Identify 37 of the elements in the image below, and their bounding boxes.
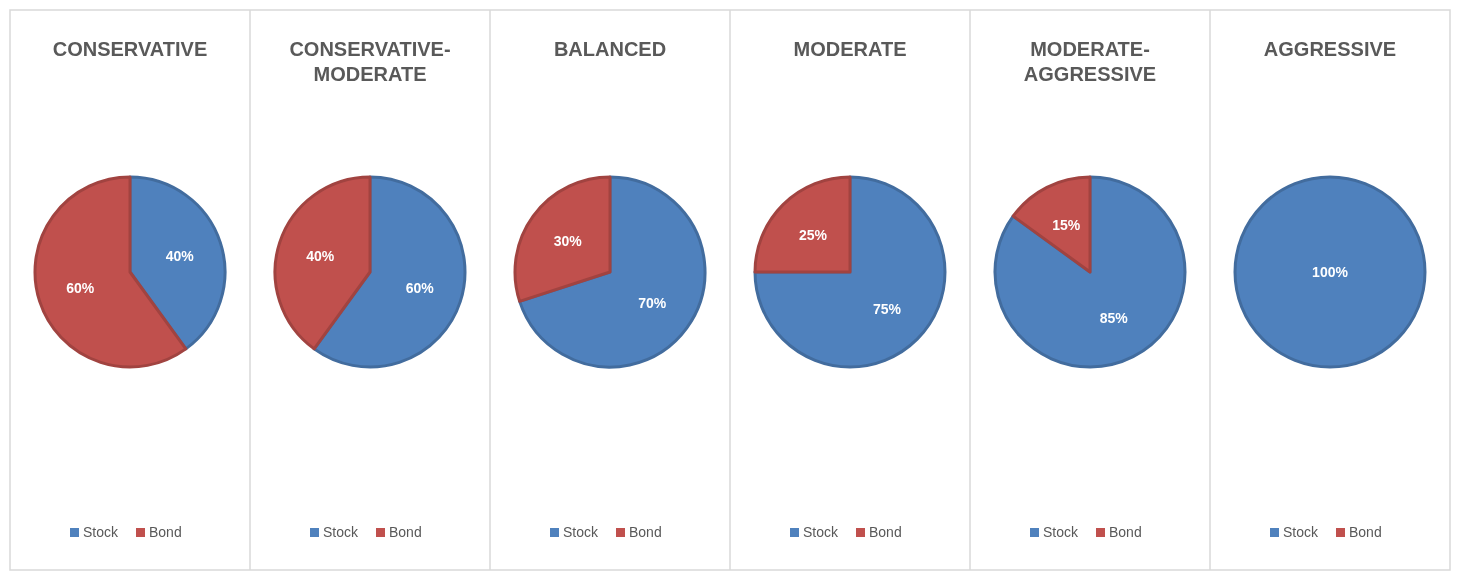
- pie-slice: [753, 175, 852, 274]
- legend-label: Bond: [629, 524, 662, 540]
- legend-label: Stock: [803, 524, 840, 540]
- data-label: 60%: [405, 280, 435, 297]
- legend-label: Bond: [869, 524, 902, 540]
- data-label: 40%: [165, 247, 195, 264]
- legend-label: Stock: [1283, 524, 1320, 540]
- chart-title: BALANCED: [553, 38, 667, 60]
- chart-title: CONSERVATIVE-MODERATE: [289, 38, 451, 85]
- data-label: 100%: [1312, 263, 1349, 280]
- chart-title: AGGRESSIVE: [1263, 38, 1397, 60]
- data-label: 15%: [1052, 217, 1081, 234]
- pie-slice: [753, 175, 947, 369]
- pie-slice: [273, 175, 372, 351]
- legend-label: Bond: [1109, 524, 1142, 540]
- legend-label: Bond: [149, 524, 182, 540]
- pie-slice: [518, 175, 707, 369]
- data-label: 85%: [1099, 310, 1129, 327]
- chart-title: MODERATE-AGGRESSIVE: [1023, 38, 1157, 85]
- legend-label: Stock: [323, 524, 360, 540]
- data-label: 70%: [638, 294, 667, 311]
- data-label: 75%: [872, 300, 902, 317]
- legend-label: Stock: [563, 524, 600, 540]
- data-label: 40%: [306, 247, 335, 264]
- pie-slice: [1011, 175, 1092, 274]
- legend-label: Stock: [1043, 524, 1080, 540]
- data-label: 60%: [66, 280, 95, 297]
- chart-title: MODERATE: [793, 38, 907, 60]
- legend-label: Stock: [83, 524, 120, 540]
- chart-title: CONSERVATIVE: [52, 38, 208, 60]
- legend-label: Bond: [1349, 524, 1382, 540]
- pie-slice: [513, 175, 612, 303]
- data-label: 25%: [799, 226, 828, 243]
- pie-slice: [128, 175, 227, 351]
- data-label: 30%: [553, 233, 583, 250]
- pie-slice: [993, 175, 1187, 369]
- legend-label: Bond: [389, 524, 422, 540]
